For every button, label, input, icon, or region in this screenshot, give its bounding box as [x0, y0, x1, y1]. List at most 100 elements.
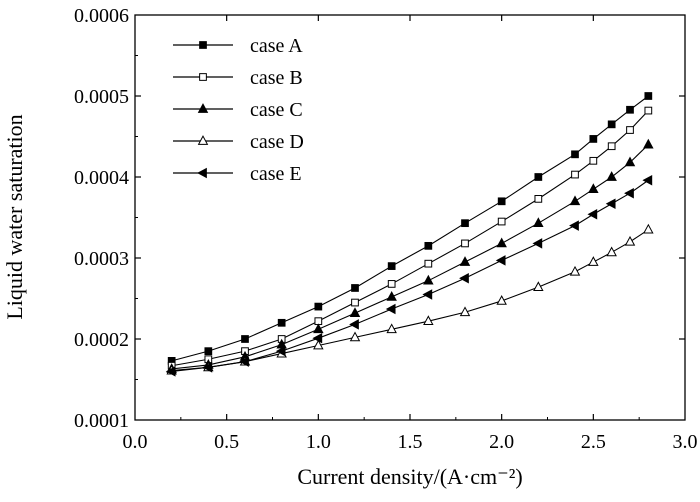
series-line [171, 229, 649, 372]
data-point [624, 156, 636, 167]
data-point [312, 332, 323, 344]
data-point [385, 303, 396, 315]
data-point [571, 170, 579, 179]
data-point [534, 173, 543, 181]
data-point [349, 319, 359, 330]
data-point [351, 284, 359, 292]
x-tick-label: 2.5 [581, 431, 606, 453]
data-point [496, 295, 507, 305]
legend-label: case E [250, 163, 302, 185]
data-point [495, 255, 506, 266]
data-point [534, 195, 543, 203]
x-tick-label: 1.0 [306, 431, 331, 453]
series-case-e [165, 174, 653, 377]
data-point [587, 209, 598, 220]
data-point [386, 290, 397, 301]
data-point [644, 92, 653, 100]
x-tick-label: 1.5 [398, 431, 423, 453]
data-point [386, 323, 397, 334]
data-point [569, 265, 581, 276]
data-point [202, 362, 213, 373]
data-point [571, 150, 579, 159]
x-tick-label: 3.0 [673, 431, 698, 453]
data-point [607, 120, 616, 129]
legend: case A case B case C case D case E [173, 35, 304, 185]
legend-marker [197, 135, 209, 145]
series-line [171, 95, 649, 362]
data-point [459, 273, 469, 284]
data-point [569, 195, 581, 206]
data-point [241, 335, 249, 343]
data-point [606, 171, 617, 181]
data-point [387, 262, 396, 270]
y-tick-label: 0.0002 [74, 329, 129, 351]
data-point [277, 318, 286, 327]
data-point [239, 356, 249, 367]
data-point [497, 197, 506, 206]
legend-item: case A [173, 35, 303, 57]
y-tick-label: 0.0001 [74, 410, 129, 432]
legend-item: case E [173, 163, 302, 185]
data-point [607, 142, 616, 151]
data-point [606, 246, 617, 257]
series-line [171, 144, 649, 370]
y-tick-label: 0.0005 [74, 86, 129, 108]
legend-marker [199, 41, 207, 49]
series-case-b [167, 106, 653, 370]
data-point [349, 307, 361, 317]
x-tick-label: 2.0 [489, 431, 514, 453]
legend-label: case A [250, 35, 303, 57]
data-point [422, 289, 433, 300]
data-point [387, 280, 396, 288]
data-point [624, 187, 634, 199]
legend-marker [197, 167, 207, 179]
data-point [532, 238, 543, 249]
legend-label: case D [250, 131, 304, 153]
x-axis-title: Current density/(A·cm⁻²) [297, 464, 522, 489]
legend-item: case B [173, 67, 303, 89]
data-point [461, 219, 469, 228]
y-tick-label: 0.0006 [74, 5, 129, 27]
data-point [569, 220, 579, 231]
data-point [533, 217, 544, 228]
data-point [351, 298, 359, 307]
x-tick-label: 0.0 [123, 431, 148, 453]
data-point [589, 156, 598, 165]
legend-label: case C [250, 99, 303, 121]
data-point [424, 259, 433, 268]
series-case-a [167, 92, 653, 365]
legend-marker [197, 103, 209, 113]
series-line [171, 179, 649, 372]
y-axis-title: Liquid water saturation [2, 114, 27, 319]
data-point [313, 339, 324, 350]
data-point [533, 281, 544, 292]
data-point [459, 306, 471, 317]
data-point [349, 331, 361, 342]
data-point [588, 256, 599, 266]
data-point [589, 135, 598, 143]
legend-label: case B [250, 67, 303, 89]
series-layer [165, 92, 654, 377]
x-tick-label: 0.5 [214, 431, 239, 453]
plot-frame [134, 14, 686, 421]
data-point [643, 138, 654, 149]
data-point [275, 345, 286, 357]
data-point [423, 274, 434, 285]
data-point [423, 315, 434, 326]
data-point [644, 106, 653, 115]
data-point [165, 366, 176, 377]
data-point [624, 235, 636, 246]
data-point [314, 302, 323, 311]
data-point [626, 105, 634, 114]
data-point [626, 126, 634, 134]
data-point [497, 217, 506, 226]
data-point [588, 183, 599, 194]
data-point [204, 347, 213, 356]
data-point [642, 174, 653, 186]
y-tick-label: 0.0003 [74, 248, 129, 270]
data-point [459, 256, 471, 266]
legend-marker [199, 73, 207, 81]
y-tick-label: 0.0004 [74, 167, 129, 189]
